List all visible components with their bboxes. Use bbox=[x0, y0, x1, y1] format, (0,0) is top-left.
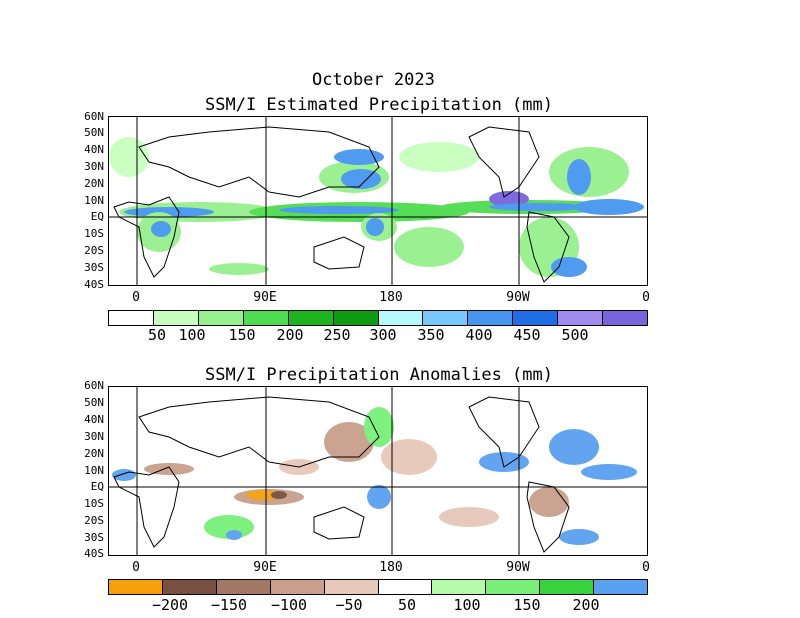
anomaly-colorbar bbox=[108, 579, 648, 595]
colorbar-swatch bbox=[216, 580, 271, 594]
colorbar2-label: 50 bbox=[397, 596, 417, 614]
colorbar-swatch bbox=[486, 580, 541, 594]
map1-lat-label: 30N bbox=[84, 160, 104, 173]
colorbar2-label: −100 bbox=[270, 596, 308, 614]
colorbar1-label: 200 bbox=[276, 326, 304, 344]
map1-lon-label: 90E bbox=[253, 290, 277, 305]
colorbar-swatch bbox=[378, 311, 424, 325]
anomaly-map bbox=[108, 386, 648, 556]
precipitation-map-graphic bbox=[109, 117, 647, 285]
map1-lat-label: 10N bbox=[84, 194, 104, 207]
colorbar-swatch bbox=[594, 580, 648, 594]
map1-lon-label: 90W bbox=[506, 290, 530, 305]
colorbar2-label: 200 bbox=[572, 596, 600, 614]
map2-lat-label: 10S bbox=[84, 497, 104, 510]
colorbar-swatch bbox=[270, 580, 325, 594]
colorbar-swatch bbox=[243, 311, 289, 325]
map2-lon-label: 180 bbox=[379, 560, 403, 575]
colorbar2-label: −50 bbox=[335, 596, 363, 614]
map1-lat-label: 20N bbox=[84, 177, 104, 190]
colorbar-swatch bbox=[423, 311, 469, 325]
map1-lat-label: EQ bbox=[90, 210, 104, 223]
map2-lat-label: 20S bbox=[84, 514, 104, 527]
colorbar-swatch bbox=[109, 580, 163, 594]
map1-lat-label: 50N bbox=[84, 126, 104, 139]
colorbar-swatch bbox=[162, 580, 217, 594]
colorbar1-label: 500 bbox=[561, 326, 589, 344]
map1-lon-label: 0 bbox=[132, 290, 140, 305]
map2-lat-label: 40N bbox=[84, 413, 104, 426]
colorbar1-label: 300 bbox=[369, 326, 397, 344]
colorbar1-label: 350 bbox=[417, 326, 445, 344]
colorbar1-label: 100 bbox=[178, 326, 206, 344]
colorbar-swatch bbox=[540, 580, 595, 594]
colorbar1-label: 400 bbox=[465, 326, 493, 344]
colorbar-swatch bbox=[324, 580, 379, 594]
map1-lat-label: 10S bbox=[84, 227, 104, 240]
map2-lat-label: 30N bbox=[84, 430, 104, 443]
map1-lat-label: 60N bbox=[84, 110, 104, 123]
map1-lon-label: 180 bbox=[379, 290, 403, 305]
map2-lat-label: 20N bbox=[84, 447, 104, 460]
colorbar-swatch bbox=[432, 580, 487, 594]
colorbar2-label: −150 bbox=[210, 596, 248, 614]
colorbar2-label: −200 bbox=[151, 596, 189, 614]
map1-lon-label: 0 bbox=[642, 290, 650, 305]
map2-lon-label: 90W bbox=[506, 560, 530, 575]
map1-lat-label: 20S bbox=[84, 244, 104, 257]
colorbar-swatch bbox=[109, 311, 154, 325]
anomaly-map-title: SSM/I Precipitation Anomalies (mm) bbox=[205, 365, 553, 385]
map2-lat-label: EQ bbox=[90, 480, 104, 493]
colorbar-swatch bbox=[153, 311, 199, 325]
colorbar1-label: 150 bbox=[228, 326, 256, 344]
map2-lon-label: 0 bbox=[132, 560, 140, 575]
colorbar1-label: 250 bbox=[323, 326, 351, 344]
map2-lat-label: 40S bbox=[84, 547, 104, 560]
colorbar1-label: 50 bbox=[147, 326, 167, 344]
colorbar-swatch bbox=[288, 311, 334, 325]
map2-lat-label: 60N bbox=[84, 379, 104, 392]
map1-lat-label: 40S bbox=[84, 278, 104, 291]
precipitation-map bbox=[108, 116, 648, 286]
map1-lat-label: 30S bbox=[84, 261, 104, 274]
map2-lon-label: 90E bbox=[253, 560, 277, 575]
precipitation-colorbar bbox=[108, 310, 648, 326]
map2-lat-label: 10N bbox=[84, 464, 104, 477]
anomaly-map-graphic bbox=[109, 387, 647, 555]
colorbar-swatch bbox=[468, 311, 514, 325]
colorbar2-label: 150 bbox=[513, 596, 541, 614]
colorbar-swatch bbox=[198, 311, 244, 325]
colorbar1-label: 450 bbox=[513, 326, 541, 344]
map1-lat-label: 40N bbox=[84, 143, 104, 156]
map2-lon-label: 0 bbox=[642, 560, 650, 575]
colorbar-swatch bbox=[378, 580, 433, 594]
colorbar-swatch bbox=[558, 311, 604, 325]
colorbar-swatch bbox=[603, 311, 648, 325]
precip-map-title: SSM/I Estimated Precipitation (mm) bbox=[205, 95, 553, 115]
colorbar-swatch bbox=[513, 311, 559, 325]
map2-lat-label: 30S bbox=[84, 531, 104, 544]
main-title: October 2023 bbox=[312, 70, 435, 90]
map2-lat-label: 50N bbox=[84, 396, 104, 409]
colorbar-swatch bbox=[333, 311, 379, 325]
colorbar2-label: 100 bbox=[453, 596, 481, 614]
